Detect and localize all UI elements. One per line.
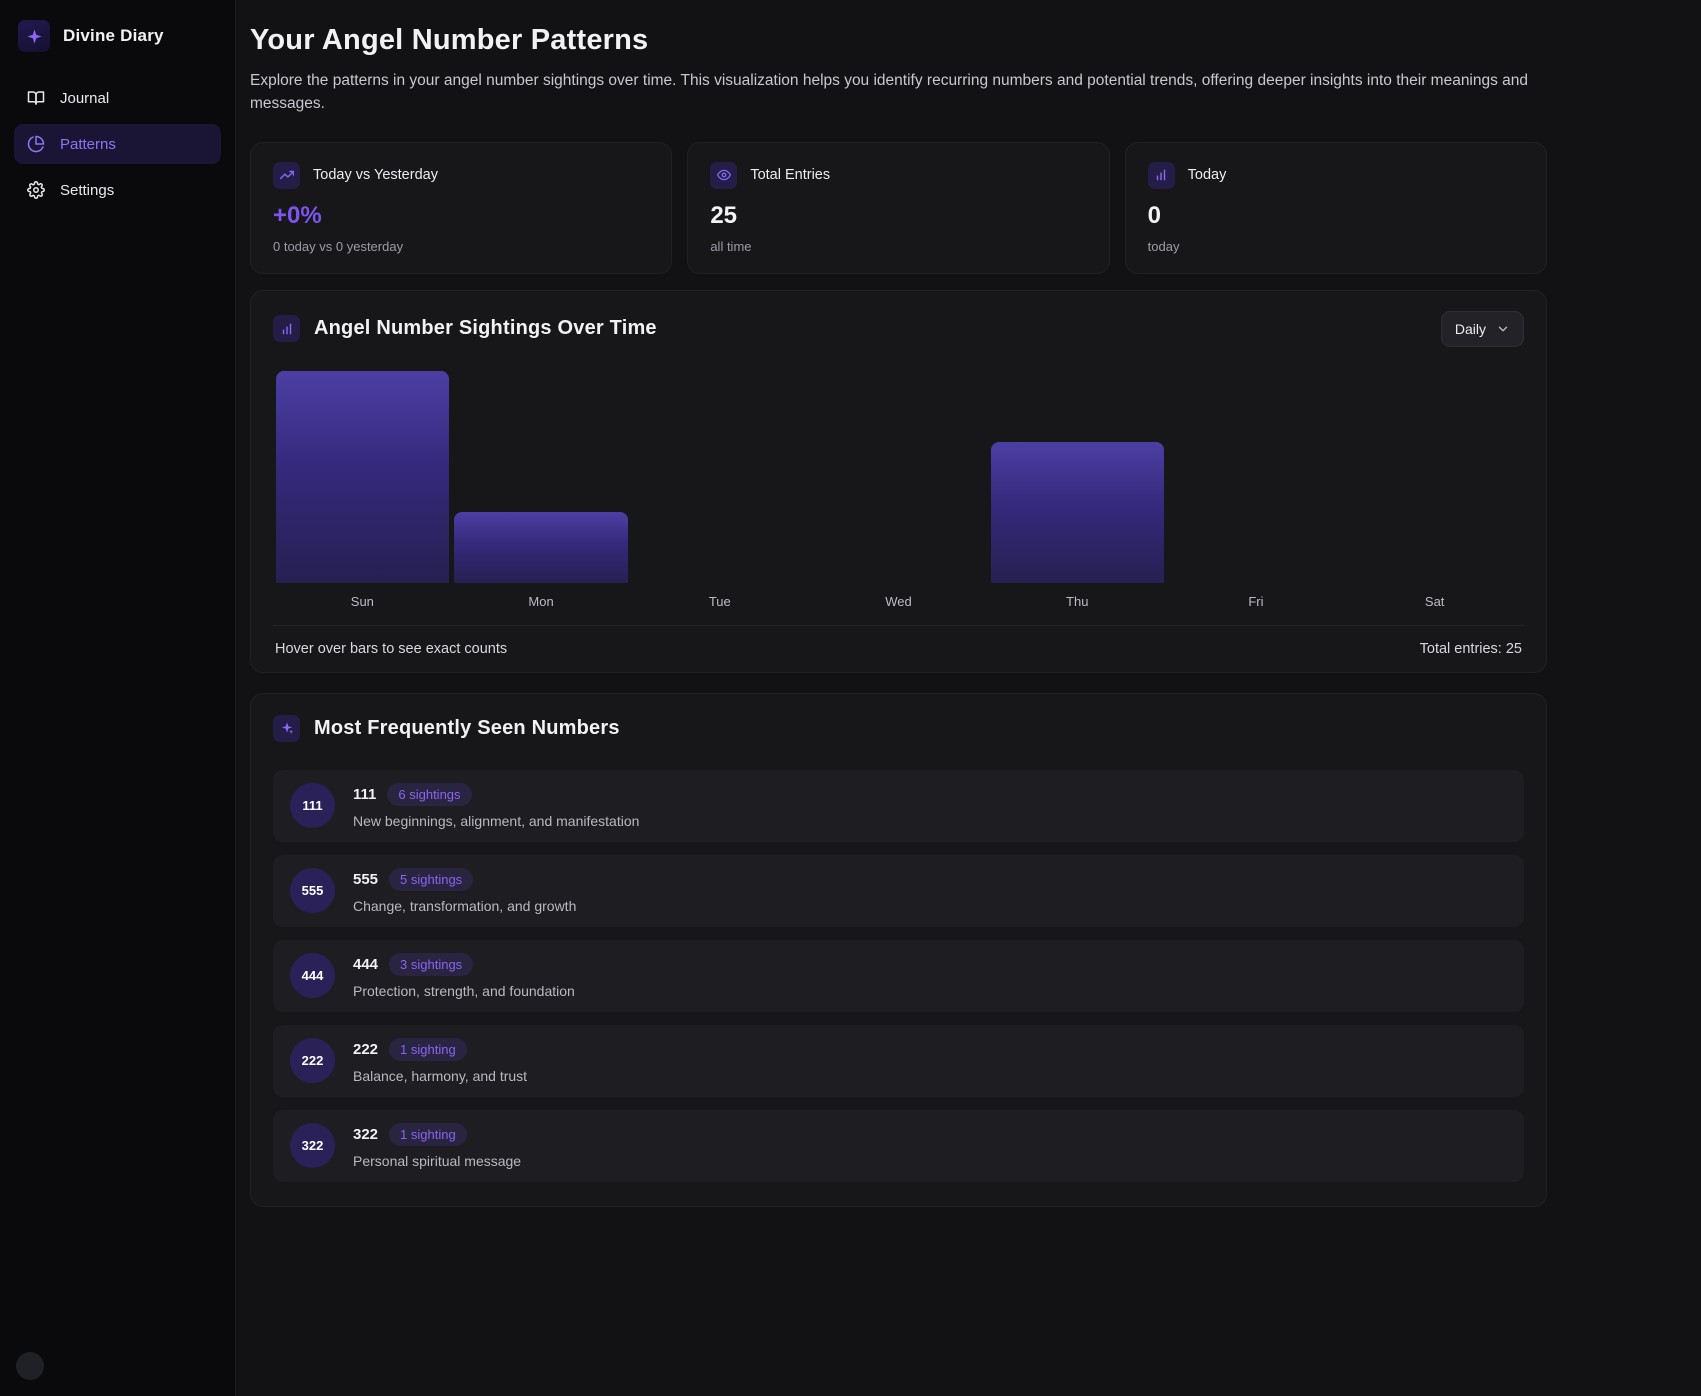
stat-value: +0% [273, 201, 322, 229]
number-description: Change, transformation, and growth [353, 897, 577, 914]
sightings-badge: 6 sightings [387, 782, 472, 806]
chart-x-label: Mon [528, 593, 554, 609]
number-description: Personal spiritual message [353, 1152, 522, 1169]
stat-subtext: today [1147, 238, 1180, 254]
chart-total: Total entries: 25 [1419, 640, 1522, 657]
sightings-badge: 1 sighting [389, 1122, 467, 1146]
frequent-number-row[interactable]: 111 111 6 sightings New beginnings, alig… [273, 769, 1524, 842]
frequent-number-row[interactable]: 555 555 5 sightings Change, transformati… [273, 854, 1524, 927]
frequent-numbers-title: Most Frequently Seen Numbers [314, 716, 620, 739]
frequent-numbers-list: 111 111 6 sightings New beginnings, alig… [273, 769, 1524, 1182]
stat-subtext: all time [710, 238, 752, 254]
chart-title: Angel Number Sightings Over Time [314, 317, 657, 340]
page-description: Explore the patterns in your angel numbe… [250, 72, 1529, 112]
stat-card-today-vs-yesterday: Today vs Yesterday +0% 0 today vs 0 yest… [250, 141, 673, 274]
stats-row: Today vs Yesterday +0% 0 today vs 0 yest… [250, 141, 1547, 274]
frequent-number-row[interactable]: 444 444 3 sightings Protection, strength… [273, 939, 1524, 1012]
bar-chart-icon [273, 315, 300, 343]
sidebar-item-label: Settings [60, 181, 115, 199]
chevron-down-icon [1498, 326, 1508, 332]
chart-column: Fri [1167, 371, 1346, 609]
sidebar-item-patterns[interactable]: Patterns [14, 124, 221, 164]
pie-chart-icon [27, 135, 45, 153]
chart-x-label: Sun [350, 593, 374, 609]
sidebar-item-label: Journal [60, 89, 110, 107]
number-circle: 222 [290, 1038, 335, 1084]
sightings-badge: 1 sighting [389, 1037, 467, 1061]
chart-column: Sat [1345, 371, 1524, 609]
chart-column: Sun [273, 370, 452, 609]
bar-chart-icon [1147, 161, 1175, 189]
sidebar-nav: Journal Patterns Settings [14, 78, 221, 210]
number-circle: 111 [290, 783, 335, 829]
frequent-number-row[interactable]: 222 222 1 sighting Balance, harmony, and… [273, 1024, 1524, 1097]
number-description: Balance, harmony, and trust [353, 1067, 528, 1084]
sparkle-logo-icon [26, 28, 42, 44]
stat-value: 25 [710, 201, 738, 229]
gear-icon [27, 181, 45, 199]
stat-card-today: Today 0 today [1124, 141, 1547, 274]
number-label: 444 [353, 955, 379, 973]
number-description: Protection, strength, and foundation [353, 982, 575, 999]
sidebar: Divine Diary Journal Patterns [0, 0, 236, 1396]
sidebar-item-label: Patterns [60, 135, 116, 153]
sidebar-item-settings[interactable]: Settings [14, 170, 221, 210]
chart-bar[interactable] [454, 511, 628, 583]
app-header: Divine Diary [14, 14, 221, 78]
number-circle: 322 [290, 1123, 335, 1169]
stat-subtext: 0 today vs 0 yesterday [273, 238, 404, 254]
number-label: 111 [353, 785, 377, 803]
chart-bar[interactable] [275, 370, 450, 583]
app-logo [18, 20, 50, 52]
chart-x-label: Thu [1066, 593, 1089, 609]
range-select[interactable]: Daily [1440, 310, 1524, 347]
trending-up-icon [273, 161, 300, 189]
sidebar-item-journal[interactable]: Journal [14, 78, 221, 118]
frequent-number-row[interactable]: 322 322 1 sighting Personal spiritual me… [273, 1109, 1524, 1182]
app-title: Divine Diary [63, 26, 164, 45]
chart-x-label: Wed [885, 593, 912, 609]
frequent-numbers-card: Most Frequently Seen Numbers 111 111 6 s… [250, 692, 1547, 1207]
sightings-badge: 5 sightings [389, 867, 474, 891]
number-label: 322 [353, 1125, 379, 1143]
number-circle: 444 [290, 953, 335, 999]
chart-bar[interactable] [990, 441, 1164, 583]
chart-x-label: Tue [708, 593, 731, 609]
sightings-badge: 3 sightings [389, 952, 474, 976]
chart-x-label: Fri [1248, 593, 1264, 609]
avatar[interactable] [16, 1352, 44, 1380]
stat-card-total-entries: Total Entries 25 all time [687, 141, 1110, 274]
chart-hint: Hover over bars to see exact counts [275, 640, 508, 657]
chart-card: Angel Number Sightings Over Time Daily S… [250, 289, 1547, 673]
sparkles-icon [273, 714, 300, 742]
number-label: 555 [353, 870, 379, 888]
book-icon [27, 89, 45, 107]
stat-label: Total Entries [750, 167, 831, 184]
number-label: 222 [353, 1040, 379, 1058]
eye-icon [710, 161, 738, 189]
chart-column: Tue [630, 371, 809, 609]
stat-label: Today [1187, 167, 1227, 184]
number-description: New beginnings, alignment, and manifesta… [353, 812, 640, 829]
main-content: Your Angel Number Patterns Explore the p… [236, 0, 1701, 1227]
stat-value: 0 [1147, 201, 1162, 229]
range-select-value: Daily [1454, 320, 1486, 337]
chart-column: Mon [452, 371, 631, 609]
chart-column: Wed [809, 371, 988, 609]
chart-x-label: Sat [1424, 593, 1445, 609]
number-circle: 555 [290, 868, 335, 914]
page-title: Your Angel Number Patterns [250, 24, 649, 56]
stat-label: Today vs Yesterday [313, 167, 438, 184]
bar-chart: Sun Mon Tue Wed Thu Fri Sat [273, 370, 1524, 609]
chart-column: Thu [988, 371, 1167, 609]
